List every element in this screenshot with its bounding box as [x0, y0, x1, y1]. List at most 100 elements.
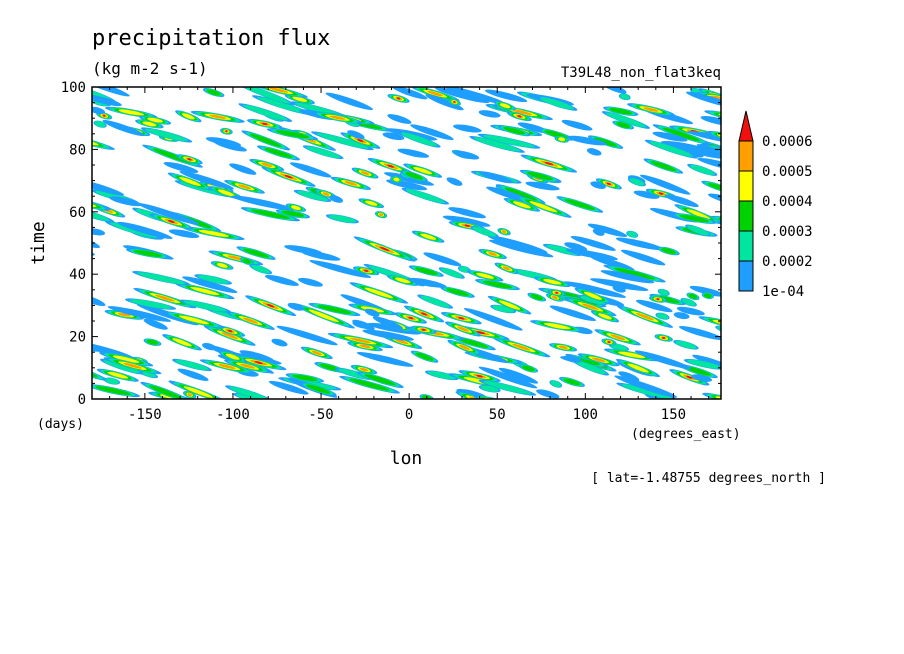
precip-streak	[358, 198, 385, 209]
precip-contour	[364, 269, 369, 272]
precip-streak	[643, 158, 684, 174]
precip-contour	[387, 164, 395, 168]
precip-streak	[190, 110, 245, 123]
precip-contour	[231, 195, 295, 211]
precip-streak	[329, 195, 343, 203]
precip-contour	[393, 177, 400, 182]
precip-contour	[691, 374, 712, 382]
precip-contour	[652, 131, 688, 142]
precip-contour	[478, 366, 538, 389]
precip-streak	[520, 154, 578, 173]
precip-contour	[658, 192, 664, 195]
precip-contour	[387, 114, 412, 124]
precip-streak	[657, 288, 670, 296]
precip-streak	[438, 267, 465, 279]
precip-contour	[453, 101, 456, 104]
precip-contour	[618, 351, 646, 359]
precip-streak	[567, 135, 607, 146]
precip-contour	[464, 224, 470, 227]
precip-contour	[360, 171, 370, 176]
precip-streak	[587, 135, 624, 149]
precip-streak	[549, 343, 578, 352]
precip-streak	[168, 229, 200, 238]
precip-contour	[687, 130, 721, 146]
precip-streak	[383, 172, 435, 186]
precip-contour	[216, 263, 228, 268]
precip-contour	[364, 287, 394, 299]
precip-streak	[507, 111, 532, 122]
precip-contour	[92, 228, 106, 236]
precip-streak	[698, 316, 721, 332]
precip-streak	[348, 303, 397, 316]
precip-streak	[139, 115, 172, 125]
precip-contour	[473, 137, 521, 152]
precip-streak	[518, 364, 539, 373]
precip-contour	[142, 121, 157, 127]
precip-contour	[405, 189, 445, 204]
precip-streak	[466, 270, 504, 282]
precip-streak	[649, 295, 667, 303]
precip-contour	[103, 114, 106, 117]
precip-contour	[287, 302, 305, 311]
precip-streak	[577, 353, 620, 367]
precip-contour	[242, 258, 251, 264]
precip-streak	[240, 207, 301, 222]
precip-contour	[225, 130, 228, 133]
precip-streak	[125, 298, 177, 310]
precip-streak	[284, 94, 315, 105]
precip-contour	[344, 181, 358, 186]
precip-contour	[423, 252, 462, 267]
precip-streak	[92, 228, 106, 236]
precip-streak	[694, 92, 721, 103]
precip-streak	[107, 306, 172, 322]
precip-contour	[540, 97, 574, 110]
precip-contour	[590, 278, 649, 291]
precip-contour	[317, 305, 352, 314]
precip-contour	[482, 280, 513, 289]
precip-streak	[287, 302, 305, 311]
precip-streak	[167, 172, 213, 191]
precip-contour	[656, 313, 669, 320]
precip-streak	[686, 292, 700, 301]
precip-contour	[684, 366, 712, 376]
precip-streak	[484, 89, 528, 103]
precip-streak	[563, 355, 582, 363]
precip-contour	[543, 279, 562, 285]
precip-streak	[571, 359, 610, 376]
precip-streak	[327, 332, 394, 349]
precip-contour	[352, 321, 370, 329]
precip-streak	[356, 352, 414, 367]
y-tick-label: 0	[78, 392, 86, 408]
precip-contour	[410, 124, 454, 141]
precip-streak	[565, 248, 618, 261]
precip-contour	[687, 225, 709, 236]
precip-streak	[707, 193, 721, 206]
precip-contour	[544, 162, 554, 166]
precip-contour	[301, 250, 341, 261]
precip-streak	[410, 124, 454, 141]
precip-streak	[701, 180, 721, 195]
y-axis-label: time	[28, 221, 49, 264]
precip-streak	[490, 304, 517, 314]
precip-contour	[249, 133, 282, 148]
precip-contour	[425, 94, 464, 111]
precip-streak	[387, 93, 410, 103]
precip-streak	[685, 91, 721, 108]
precip-contour	[478, 171, 514, 184]
precip-streak	[57, 247, 92, 264]
precip-streak	[312, 111, 363, 124]
precip-contour	[633, 190, 660, 199]
precip-contour	[476, 331, 486, 335]
precip-streak	[163, 162, 199, 173]
x-tick-label: -100	[216, 407, 250, 423]
precip-contour	[696, 144, 721, 164]
precip-contour	[60, 248, 89, 262]
precip-contour	[137, 202, 200, 225]
precip-streak	[300, 346, 333, 360]
precip-contour	[360, 306, 385, 313]
precip-streak	[657, 246, 680, 256]
precip-contour	[710, 95, 721, 100]
precip-streak	[487, 295, 532, 315]
precip-streak	[594, 329, 641, 346]
precip-streak	[298, 277, 323, 287]
